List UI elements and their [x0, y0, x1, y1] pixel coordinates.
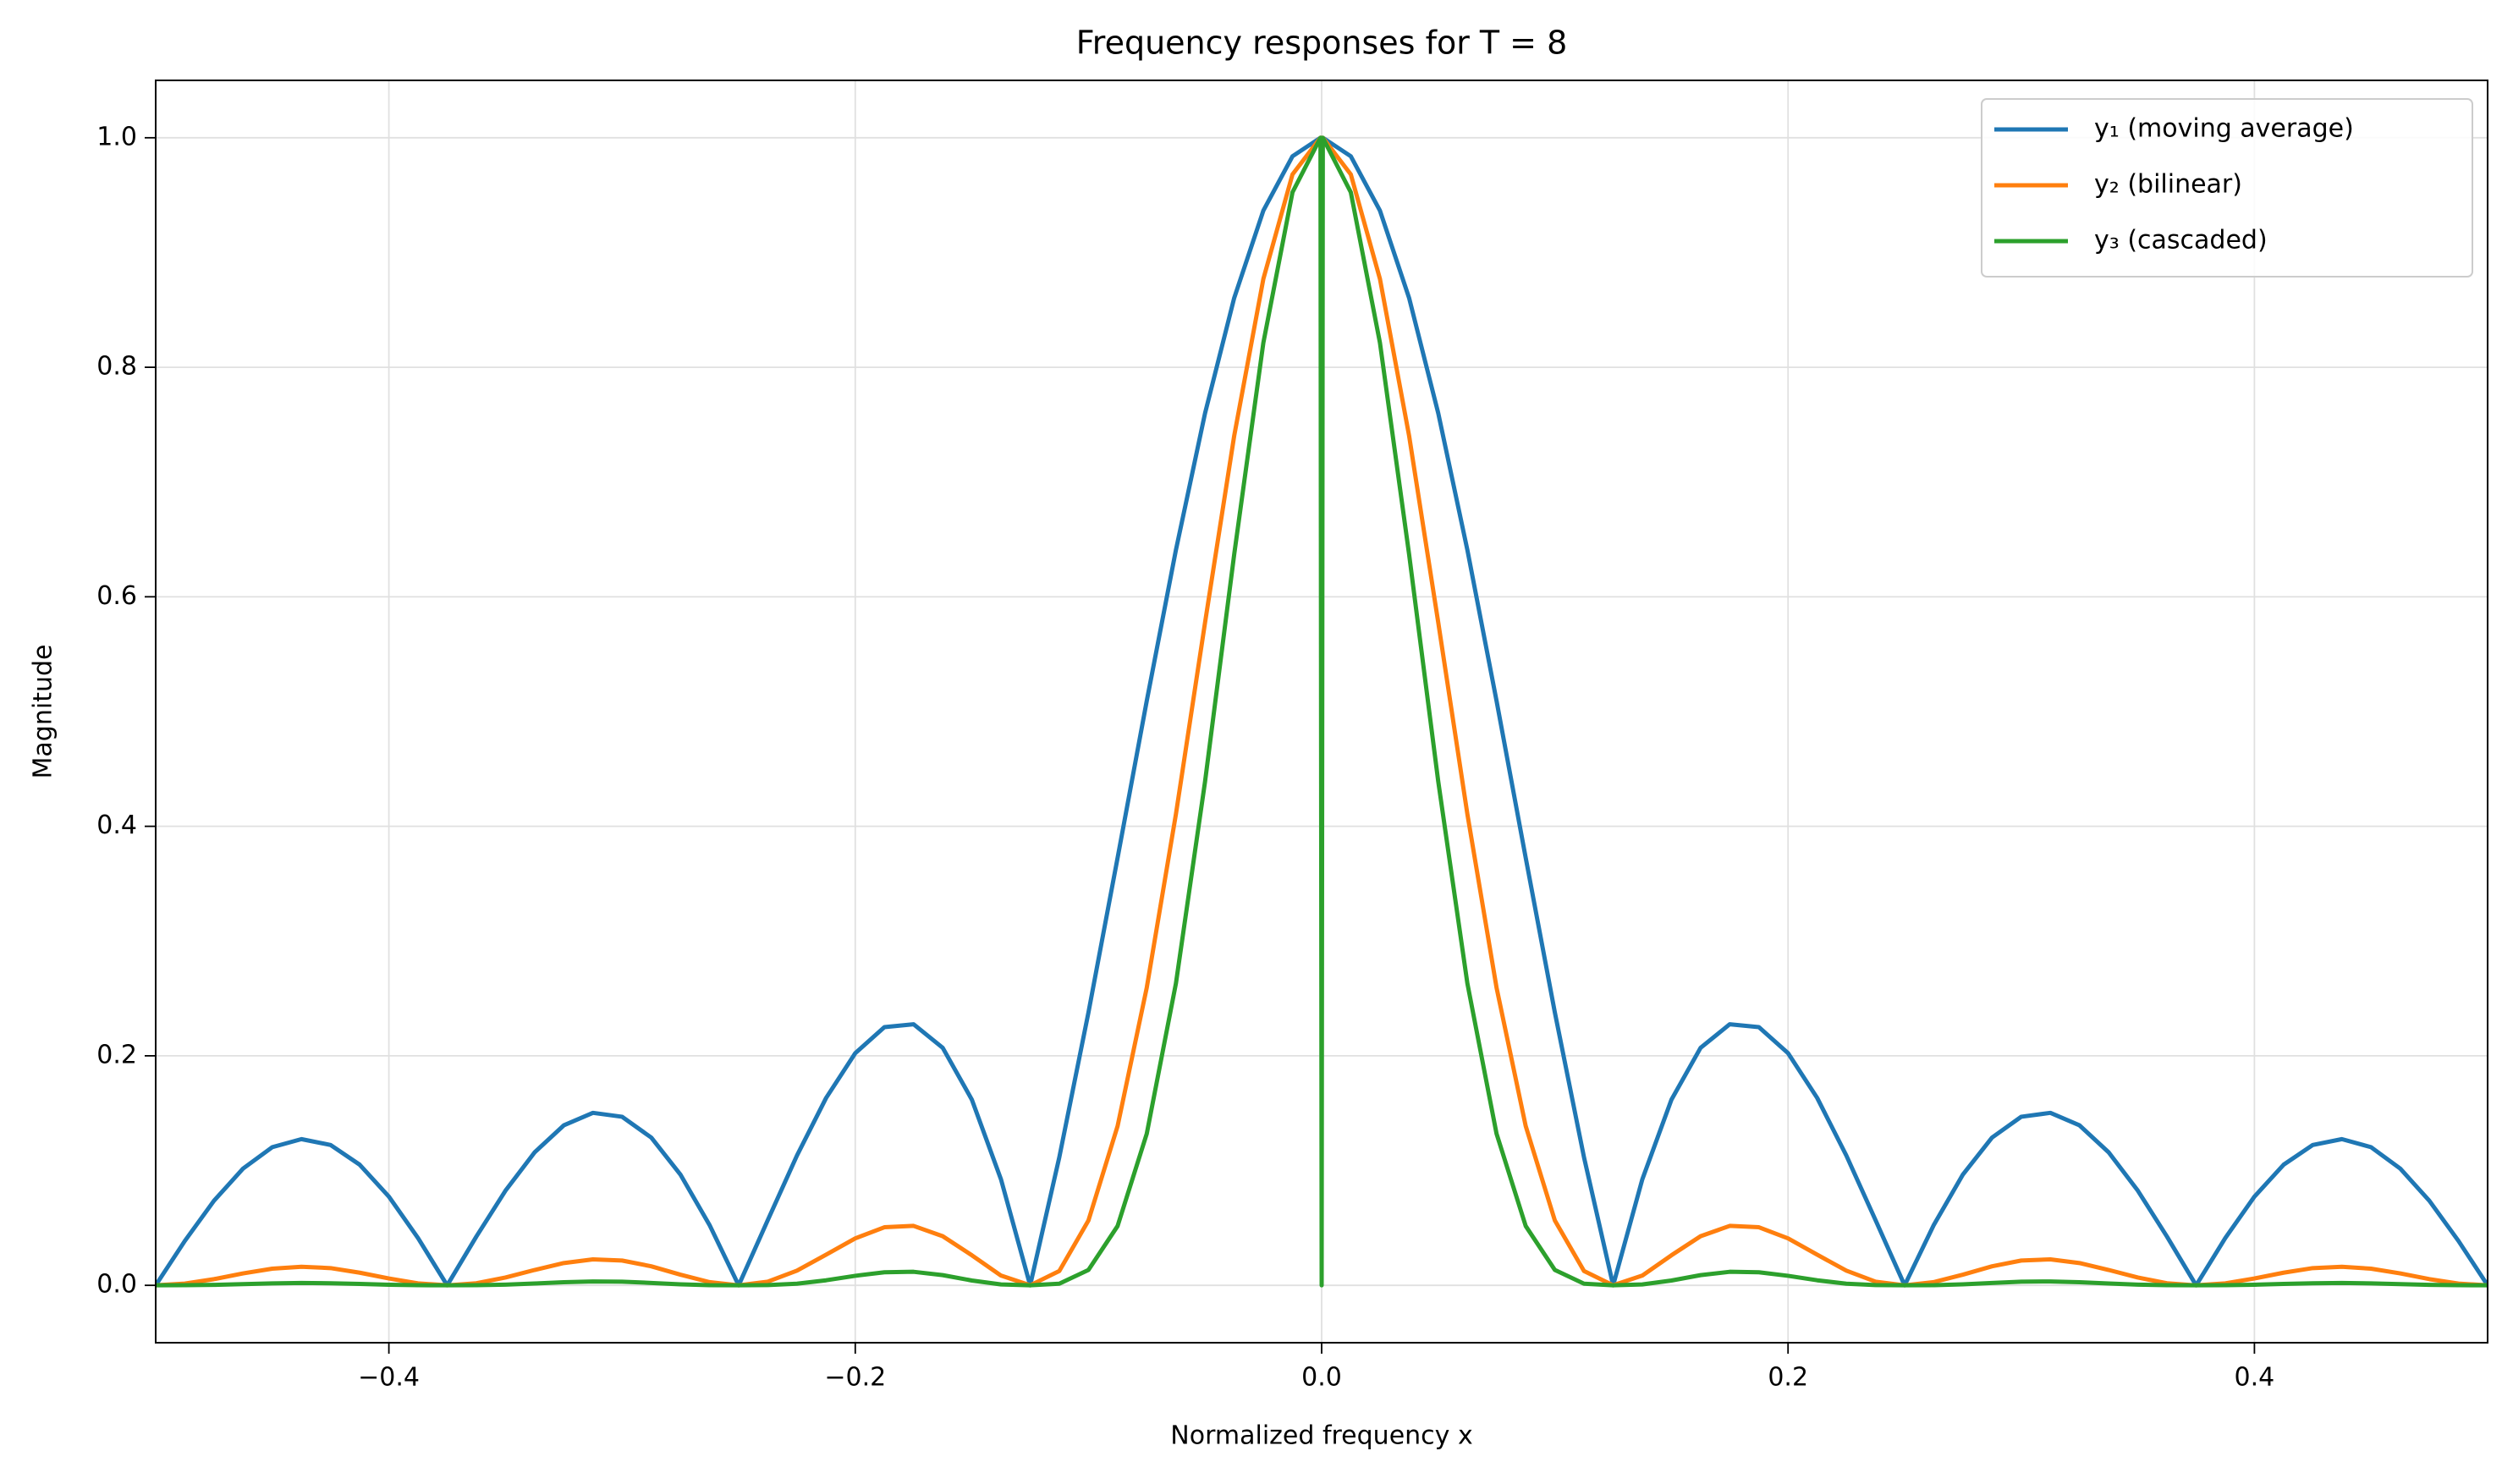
legend-label: y₃ (cascaded)	[2094, 226, 2268, 256]
y-tick-label: 0.0	[96, 1270, 137, 1300]
line	[156, 135, 2488, 1288]
y-tick-label: 0.4	[96, 811, 137, 840]
plot-frame	[155, 80, 2488, 1344]
x-tick-label: 0.2	[1768, 1363, 1808, 1393]
y-tick-label: 0.6	[96, 581, 137, 611]
legend-label: y₂ (bilinear)	[2094, 170, 2242, 200]
legend-box	[1981, 98, 2473, 278]
legend-label: y₁ (moving average)	[2094, 114, 2354, 144]
x-tick-label: 0.4	[2235, 1363, 2275, 1393]
y-tick-label: 0.8	[96, 352, 137, 382]
x-tick-label: −0.2	[824, 1363, 886, 1393]
x-tick-label: 0.0	[1301, 1363, 1342, 1393]
x-tick-label: −0.4	[358, 1363, 420, 1393]
y-tick-label: 1.0	[96, 122, 137, 151]
chart-title: Frequency responses for T = 8	[1076, 25, 1568, 62]
y-axis-label: Magnitude	[29, 645, 58, 779]
x-axis-label: Normalized frequency x	[1170, 1421, 1472, 1451]
y-tick-label: 0.2	[96, 1040, 137, 1069]
